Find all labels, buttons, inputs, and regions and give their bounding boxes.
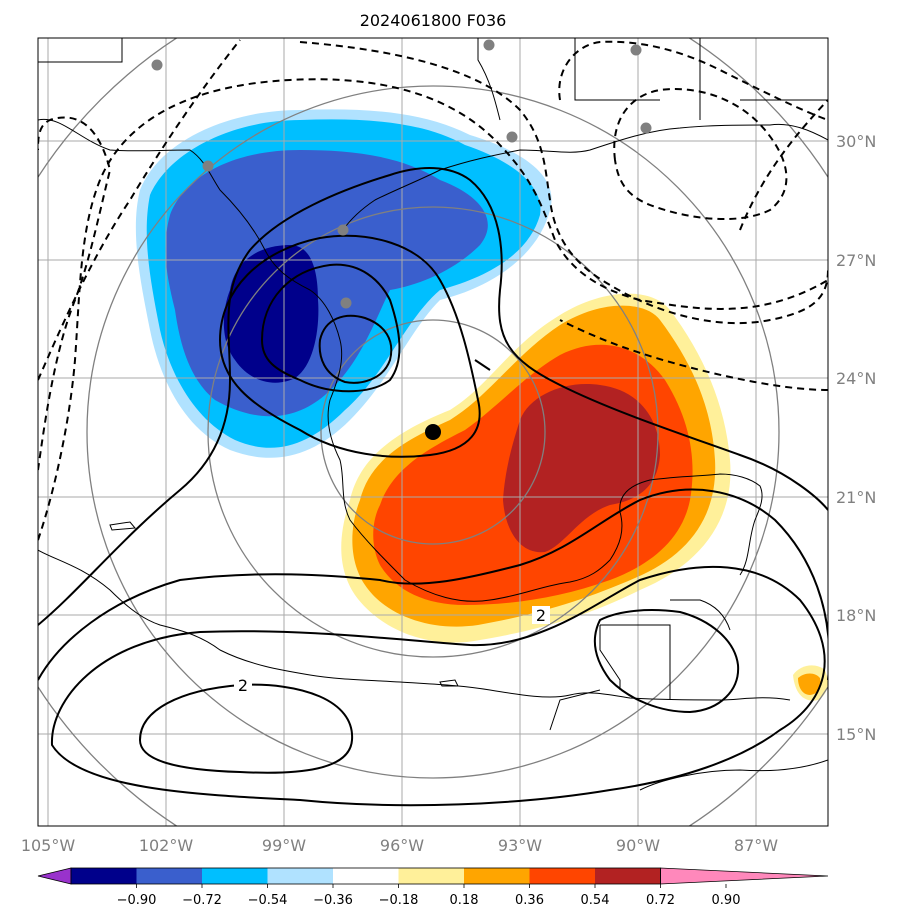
dashed-contour-line (299, 41, 828, 325)
field-band-pos-small-inner (798, 673, 821, 695)
latitude-label: 21°N (836, 488, 876, 507)
storm-center-marker (425, 424, 441, 440)
contour-line (138, 683, 354, 774)
colorbar-segment (267, 868, 334, 884)
colorbar-tick-label: 0.72 (646, 893, 675, 908)
coastline-yucatan (599, 599, 731, 700)
solid-contours (38, 167, 828, 807)
contour-label: 2 (238, 676, 248, 695)
contour-label: 2 (536, 606, 546, 625)
contour-line (474, 359, 740, 714)
colorbar-segment (202, 868, 268, 884)
colorbar-segment (464, 868, 530, 884)
colorbar-segment (398, 868, 465, 884)
colorbar-segment (136, 868, 203, 884)
colorbar-tick-label: 0.54 (581, 893, 610, 908)
station-dot (506, 131, 518, 143)
colorbar-tick-label: −0.18 (379, 893, 419, 908)
station-dot (630, 44, 642, 56)
longitude-label: 87°W (734, 836, 778, 855)
coastline-gulf (38, 118, 763, 602)
colorbar-tick-label: 0.18 (450, 893, 479, 908)
colorbar-segment (595, 868, 661, 884)
dashed-contour-line (38, 116, 112, 471)
latitude-label: 30°N (836, 132, 876, 151)
colorbar: −0.90 −0.72 −0.54 −0.36 −0.18 0.18 0.36 … (37, 867, 829, 908)
latitude-label: 24°N (836, 369, 876, 388)
range-ring (320, 319, 546, 545)
colorbar-tick-label: −0.54 (248, 893, 288, 908)
coastline-central-america (38, 549, 791, 701)
map-title: 2024061800 F036 (360, 11, 507, 30)
colorbar-ticks (136, 884, 727, 888)
station-dot (151, 59, 163, 71)
contour-label-bg (532, 606, 550, 624)
dashed-contour-line (613, 88, 788, 221)
field-band-pos-072 (503, 384, 660, 553)
colorbar-tick-label: −0.72 (182, 893, 222, 908)
latitude-labels: 30°N 27°N 24°N 21°N 18°N 15°N (836, 132, 876, 744)
longitude-label: 93°W (498, 836, 542, 855)
colorbar-segments (37, 867, 829, 885)
longitude-label: 96°W (380, 836, 424, 855)
range-ring (207, 206, 659, 658)
contour-line (260, 263, 401, 393)
dashed-contour-line (559, 319, 828, 391)
dashed-contour-line (739, 99, 828, 231)
negative-anomaly-field (135, 109, 552, 458)
dashed-contour-line (558, 40, 828, 121)
longitude-label: 90°W (616, 836, 660, 855)
range-ring (86, 85, 780, 779)
colorbar-outline (70, 867, 661, 885)
colorbar-tick-label: 0.36 (515, 893, 544, 908)
island-shapes (109, 521, 459, 687)
dashed-contour-line (38, 78, 828, 541)
longitude-label: 99°W (262, 836, 306, 855)
latitude-label: 18°N (836, 606, 876, 625)
station-dot (483, 39, 495, 51)
colorbar-extend-max (660, 867, 829, 885)
coastlines (38, 38, 828, 791)
longitude-label: 102°W (139, 836, 194, 855)
longitude-label: 105°W (21, 836, 76, 855)
dashed-contours (38, 39, 828, 541)
longitude-labels: 105°W 102°W 99°W 96°W 93°W 90°W 87°W (21, 836, 778, 855)
contour-line (50, 565, 826, 807)
station-dot (640, 122, 652, 134)
positive-anomaly-field (341, 293, 828, 701)
colorbar-tick-label: 0.90 (712, 893, 741, 908)
map-frame (37, 37, 829, 827)
graticule (38, 38, 828, 826)
station-dot (340, 297, 352, 309)
colorbar-extend-min (37, 867, 72, 885)
map-area: 2 2 (38, 38, 828, 826)
contour-line (318, 314, 393, 384)
contour-line (218, 234, 481, 458)
contour-line (38, 167, 828, 626)
range-rings (38, 38, 828, 826)
latitude-label: 15°N (836, 725, 876, 744)
colorbar-segment (71, 868, 137, 884)
latitude-label: 27°N (836, 251, 876, 270)
border-lines (549, 689, 828, 791)
dashed-contour-line (38, 39, 241, 381)
colorbar-segment (333, 868, 399, 884)
state-borders (38, 38, 828, 121)
station-dot (202, 160, 214, 172)
colorbar-segment (529, 868, 596, 884)
station-dots (151, 39, 652, 309)
station-dot (337, 224, 349, 236)
colorbar-tick-labels: −0.90 −0.72 −0.54 −0.36 −0.18 0.18 0.36 … (117, 893, 741, 908)
field-band-neg-072 (223, 245, 319, 383)
contour-line (38, 488, 828, 681)
coastline-north (342, 123, 828, 231)
colorbar-tick-label: −0.90 (117, 893, 157, 908)
colorbar-tick-label: −0.36 (313, 893, 353, 908)
contour-label-bg (234, 676, 252, 694)
